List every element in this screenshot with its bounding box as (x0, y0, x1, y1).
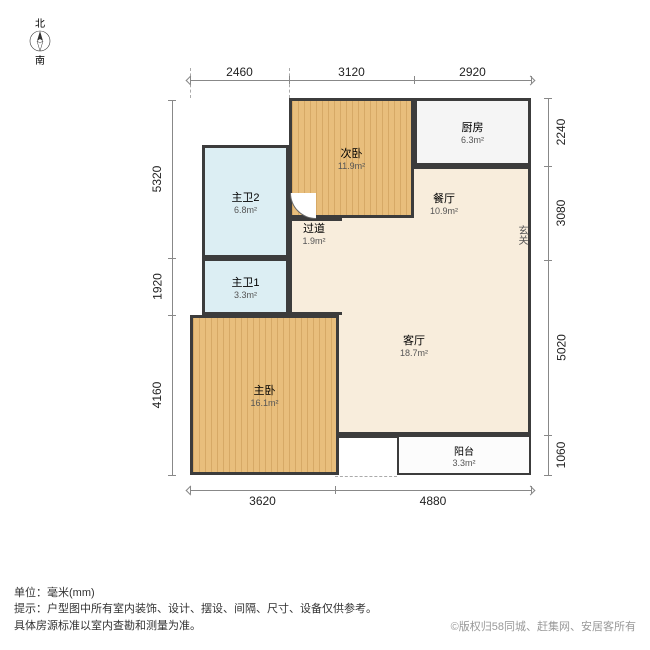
bedroom1-area: 16.1m² (250, 398, 278, 408)
compass-icon (29, 30, 51, 52)
dim-tick (531, 486, 532, 494)
room-bath1: 主卫1 3.3m² (202, 258, 289, 315)
room-bath2: 主卫2 6.8m² (202, 145, 289, 258)
bath1-area: 3.3m² (234, 290, 257, 300)
floor-plan: 2460 3120 2920 5320 1920 4160 [data-name… (90, 70, 570, 530)
compass-north-label: 北 (20, 15, 60, 30)
corridor-labels: 过道 1.9m² (289, 220, 339, 246)
dining-labels: 餐厅 10.9m² (430, 190, 458, 216)
dim-tick (168, 475, 176, 476)
dim-tick (190, 486, 191, 494)
corridor-label: 过道 (289, 220, 339, 236)
bedroom1-label: 主卧 (254, 382, 276, 398)
dim-tick (531, 76, 532, 84)
corridor-area: 1.9m² (289, 236, 339, 246)
dim-tick (168, 100, 176, 101)
dim-guide (335, 476, 397, 477)
dim-tick (544, 475, 552, 476)
entry-label: 玄关 (514, 225, 529, 245)
bedroom2-area: 11.9m² (338, 161, 365, 171)
bath1-label: 主卫1 (231, 274, 259, 290)
dim-bottom-2: 4880 (335, 494, 531, 508)
dim-tick (544, 260, 552, 261)
footer-copyright: ©版权归58同城、赶集网、安居客所有 (451, 618, 636, 634)
dining-label: 餐厅 (430, 190, 458, 206)
balcony-area: 3.3m² (452, 458, 475, 468)
dim-tick (335, 486, 336, 494)
dim-line-right (548, 98, 549, 475)
room-balcony: 阳台 3.3m² (397, 435, 531, 475)
kitchen-label: 厨房 (462, 119, 484, 135)
room-kitchen: 厨房 6.3m² (414, 98, 531, 166)
bath2-label: 主卫2 (231, 189, 259, 205)
dim-right-4: 1060 (541, 448, 581, 462)
living-labels: 客厅 18.7m² (400, 332, 428, 358)
footer-note1: 提示：户型图中所有室内装饰、设计、摆设、间隔、尺寸、设备仅供参考。 (14, 601, 636, 618)
dim-tick (168, 315, 176, 316)
dim-tick (544, 435, 552, 436)
dim-line-top (190, 80, 531, 81)
dim-line-bottom (190, 490, 531, 491)
living-area: 18.7m² (400, 348, 428, 358)
wall-segment (339, 435, 397, 438)
dining-area: 10.9m² (430, 206, 458, 216)
dim-tick (544, 98, 552, 99)
dim-tick (544, 166, 552, 167)
bath2-area: 6.8m² (234, 205, 257, 215)
dim-top-1: 2460 (190, 65, 289, 79)
dim-top-2: 3120 (289, 65, 414, 79)
footer-unit: 单位：毫米(mm) (14, 585, 636, 602)
compass: 北 南 (20, 15, 60, 55)
bedroom2-label: 次卧 (341, 145, 363, 161)
balcony-label: 阳台 (454, 443, 474, 458)
dim-tick (168, 258, 176, 259)
dim-bottom-1: 3620 (190, 494, 335, 508)
room-bedroom1: 主卧 16.1m² (190, 315, 339, 475)
dim-top-3: 2920 (414, 65, 531, 79)
living-label: 客厅 (400, 332, 428, 348)
kitchen-area: 6.3m² (461, 135, 484, 145)
compass-south-label: 南 (20, 52, 60, 67)
dim-right-1: 2240 (527, 125, 595, 139)
dim-left-2: 1920 (129, 280, 186, 294)
